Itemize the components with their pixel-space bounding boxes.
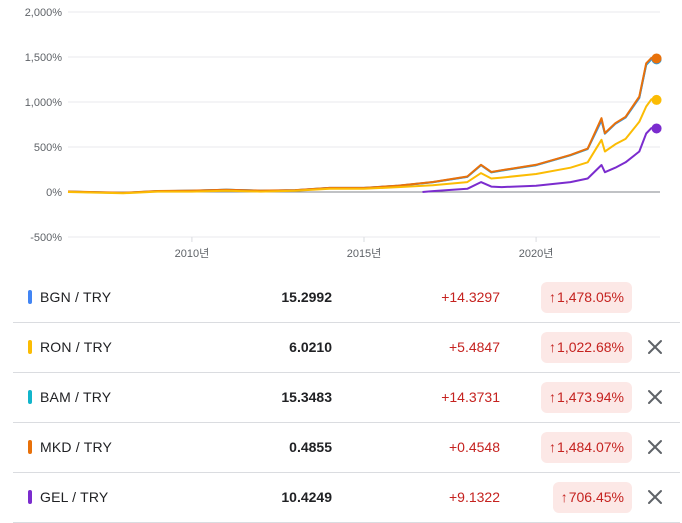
arrow-up-icon: ↑ (549, 339, 557, 355)
exchange-rate: 15.3483 (281, 389, 332, 405)
absolute-change: +0.4548 (449, 439, 500, 455)
y-axis-labels: 2,000% 1,500% 1,000% 500% 0% -500% (25, 7, 63, 244)
arrow-up-icon: ↑ (560, 489, 568, 505)
chart-series (67, 53, 662, 195)
currency-row[interactable]: GEL / TRY 10.4249 +9.1322 ↑706.45% (13, 473, 680, 523)
y-tick-label: 1,000% (25, 97, 63, 109)
currency-row[interactable]: RON / TRY 6.0210 +5.4847 ↑1,022.68% (13, 323, 680, 373)
close-icon[interactable] (644, 386, 666, 408)
series-endpoint-ron (651, 94, 662, 105)
percent-change-value: 1,473.94% (557, 389, 624, 405)
exchange-rate: 0.4855 (289, 439, 332, 455)
close-icon[interactable] (644, 436, 666, 458)
arrow-up-icon: ↑ (549, 439, 557, 455)
arrow-up-icon: ↑ (549, 289, 557, 305)
exchange-rate: 6.0210 (289, 339, 332, 355)
absolute-change: +9.1322 (449, 489, 500, 505)
x-tick-label: 2015년 (347, 247, 382, 260)
currency-row[interactable]: BAM / TRY 15.3483 +14.3731 ↑1,473.94% (13, 373, 680, 423)
percent-change-badge: ↑1,478.05% (541, 282, 632, 313)
comparison-chart: 2,000% 1,500% 1,000% 500% 0% -500% 2010년 2015년… (25, 7, 662, 260)
y-tick-label: 0% (46, 187, 62, 199)
series-line-bgn (67, 57, 657, 194)
absolute-change: +5.4847 (449, 339, 500, 355)
percent-change-badge: ↑1,484.07% (541, 432, 632, 463)
y-tick-label: 2,000% (25, 7, 63, 19)
series-endpoint-gel (651, 123, 662, 134)
percent-change-value: 706.45% (568, 489, 624, 505)
currency-row[interactable]: MKD / TRY 0.4855 +0.4548 ↑1,484.07% (13, 423, 680, 473)
close-icon[interactable] (644, 336, 666, 358)
x-tick-label: 2010년 (175, 247, 210, 260)
percent-change-value: 1,022.68% (557, 339, 624, 355)
percent-change-badge: ↑706.45% (552, 482, 632, 513)
absolute-change: +14.3297 (441, 289, 500, 305)
currency-pair: RON / TRY (40, 339, 113, 355)
series-line-gel (422, 127, 657, 193)
absolute-change: +14.3731 (441, 389, 500, 405)
close-icon[interactable] (644, 486, 666, 508)
series-color-swatch (28, 390, 32, 404)
chart-grid (68, 11, 660, 238)
exchange-rate: 15.2992 (281, 289, 332, 305)
series-color-swatch (28, 340, 32, 354)
currency-pair: GEL / TRY (40, 489, 109, 505)
arrow-up-icon: ↑ (549, 389, 557, 405)
series-line-bam (67, 58, 657, 194)
series-color-swatch (28, 440, 32, 454)
percent-change-value: 1,478.05% (557, 289, 624, 305)
percent-change-value: 1,484.07% (557, 439, 624, 455)
y-tick-label: 1,500% (25, 52, 63, 64)
percent-change-badge: ↑1,473.94% (541, 382, 632, 413)
exchange-rate: 10.4249 (281, 489, 332, 505)
series-color-swatch (28, 290, 32, 304)
series-endpoint-mkd (651, 53, 662, 64)
series-color-swatch (28, 490, 32, 504)
x-axis-labels: 2010년 2015년 2020년 (175, 237, 554, 260)
percent-change-badge: ↑1,022.68% (541, 332, 632, 363)
currency-pair: BGN / TRY (40, 289, 112, 305)
series-line-ron (67, 98, 657, 195)
currency-pair: BAM / TRY (40, 389, 112, 405)
series-line-mkd (67, 56, 657, 194)
y-tick-label: 500% (34, 142, 62, 154)
currency-pair: MKD / TRY (40, 439, 113, 455)
currency-list: BGN / TRY 15.2992 +14.3297 ↑1,478.05% RON / … (13, 273, 680, 523)
y-tick-label: -500% (30, 232, 62, 244)
currency-row[interactable]: BGN / TRY 15.2992 +14.3297 ↑1,478.05% (13, 273, 680, 323)
x-tick-label: 2020년 (519, 247, 554, 260)
